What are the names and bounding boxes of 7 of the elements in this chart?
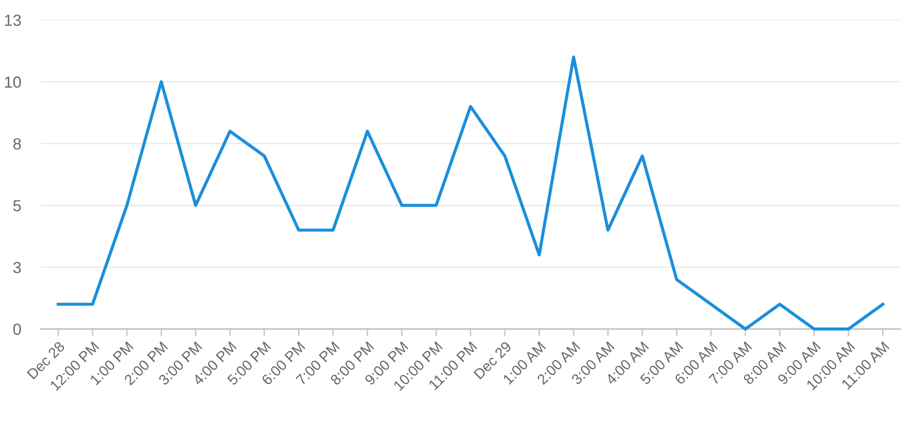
- y-tick-label: 13: [5, 14, 21, 26]
- y-tick-label: 0: [13, 324, 21, 335]
- y-tick-label: 5: [13, 200, 21, 212]
- y-tick-label: 8: [13, 138, 21, 150]
- line-series: [56, 56, 884, 331]
- y-tick-label: 3: [13, 262, 21, 274]
- y-tick-label: 10: [5, 76, 21, 88]
